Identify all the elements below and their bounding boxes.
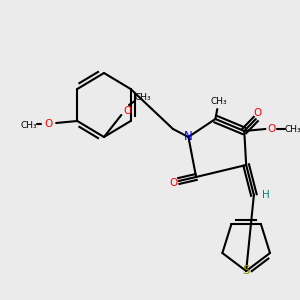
Text: CH₃: CH₃ xyxy=(284,124,300,134)
Text: O: O xyxy=(254,108,262,118)
Text: S: S xyxy=(242,265,250,278)
Text: O: O xyxy=(267,124,275,134)
Text: O: O xyxy=(123,106,131,116)
Text: H: H xyxy=(262,190,269,200)
Text: O: O xyxy=(169,178,177,188)
Text: CH₃: CH₃ xyxy=(211,97,227,106)
Text: O: O xyxy=(44,119,52,129)
Text: N: N xyxy=(184,130,193,143)
Text: CH₃: CH₃ xyxy=(21,121,38,130)
Text: CH₃: CH₃ xyxy=(134,92,151,101)
